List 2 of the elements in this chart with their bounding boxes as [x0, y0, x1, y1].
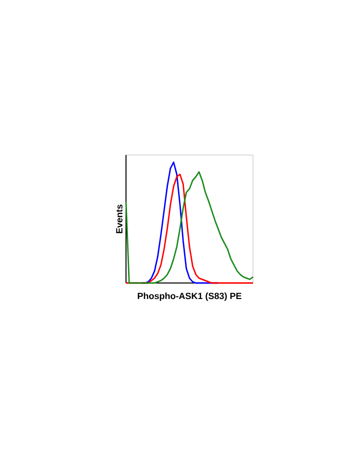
y-axis-title: Events — [116, 204, 122, 234]
x-axis-title: Phospho-ASK1 (S83) PE — [138, 292, 242, 301]
